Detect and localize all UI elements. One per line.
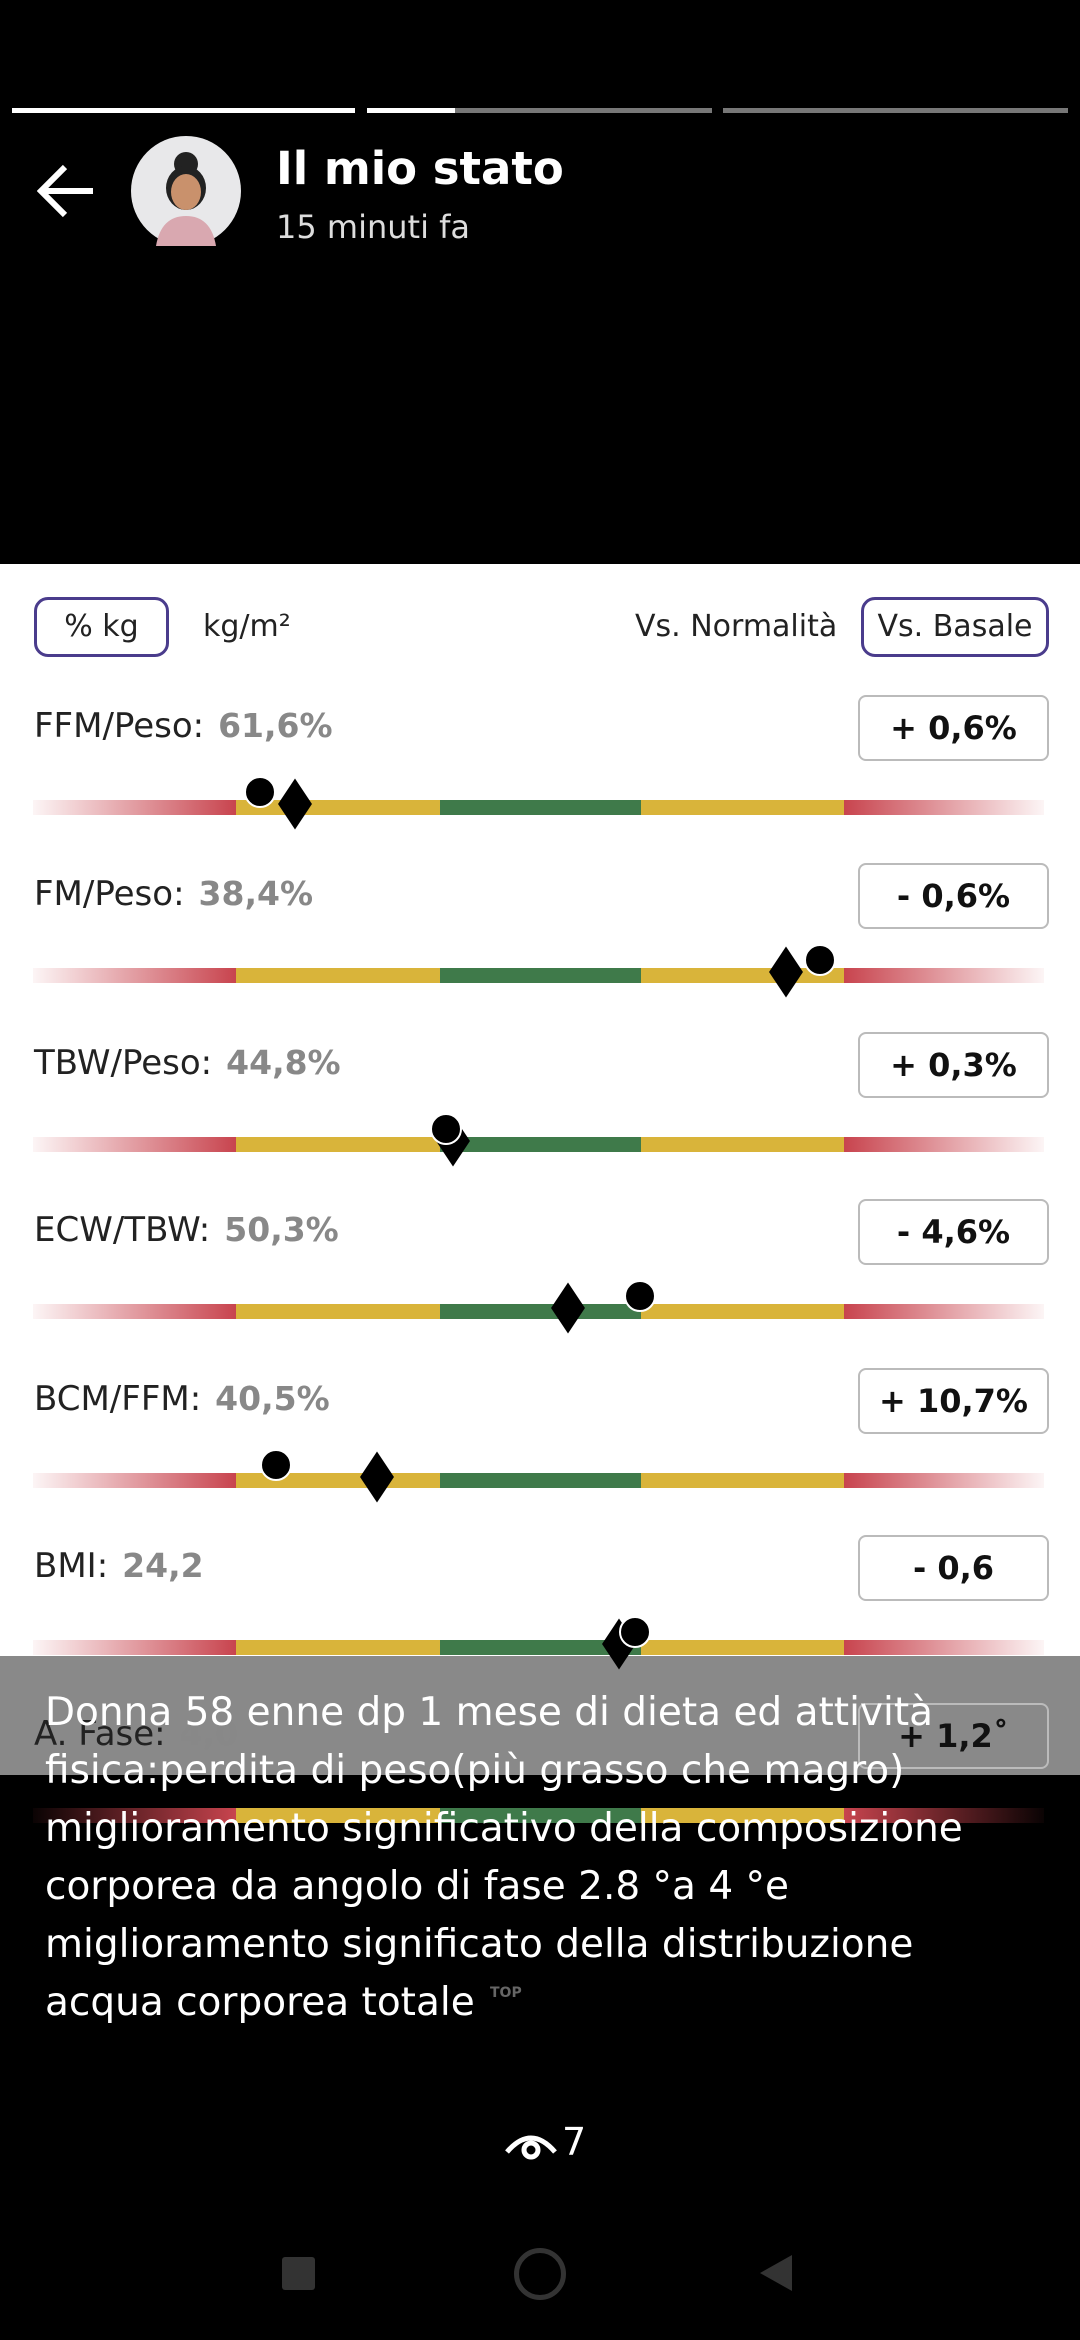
circle-marker xyxy=(260,1449,292,1481)
row-change: + 10,7% xyxy=(858,1368,1049,1434)
row-label: TBW/Peso: xyxy=(34,1043,213,1083)
circle-marker xyxy=(619,1616,651,1648)
caption-line: miglioramento significativo della compos… xyxy=(45,1806,963,1851)
bar-red xyxy=(844,1808,1044,1823)
tab[interactable]: Vs. Basale xyxy=(861,597,1049,657)
bar-green xyxy=(440,1304,641,1319)
nav-recents[interactable] xyxy=(282,2257,315,2290)
bar-yellow xyxy=(641,1640,844,1655)
row-value: 44,8% xyxy=(226,1043,341,1082)
bar-yellow xyxy=(641,1304,844,1319)
status-image xyxy=(0,564,1080,1775)
bar-yellow xyxy=(236,1808,440,1823)
tab[interactable]: Vs. Normalità xyxy=(635,609,838,644)
bar-green xyxy=(440,1808,641,1823)
bar-yellow xyxy=(641,1137,844,1152)
bar-green xyxy=(440,800,641,815)
bar-yellow xyxy=(236,1640,440,1655)
bar-green xyxy=(440,968,641,983)
bar-yellow xyxy=(641,800,844,815)
bar-red xyxy=(844,968,1044,983)
bar-red xyxy=(33,968,236,983)
bar-red xyxy=(33,800,236,815)
row-label: BCM/FFM: xyxy=(34,1379,202,1419)
row-change: + 1,2˚ xyxy=(858,1703,1049,1769)
title: Il mio stato xyxy=(276,142,564,195)
row-change: - 0,6% xyxy=(858,863,1049,929)
circle-marker xyxy=(804,944,836,976)
row-value: 50,3% xyxy=(224,1210,339,1249)
bar-yellow xyxy=(236,1304,440,1319)
row-label: BMI: xyxy=(34,1546,109,1586)
row-label: FFM/Peso: xyxy=(34,706,205,746)
row-value: 4,0 xyxy=(179,1714,239,1753)
caption-line: acqua corporea totale xyxy=(45,1980,475,2025)
row-change: + 0,6% xyxy=(858,695,1049,761)
bar-yellow xyxy=(641,1808,844,1823)
view-count: 7 xyxy=(562,2120,587,2164)
progress-current xyxy=(367,108,712,113)
bar-red xyxy=(844,800,1044,815)
caption-line: fisica:perdita di peso(più grasso che ma… xyxy=(45,1748,905,1793)
bar-green xyxy=(440,1137,641,1152)
row-change: - 0,6 xyxy=(858,1535,1049,1601)
bar-red xyxy=(844,1304,1044,1319)
row-label: ECW/TBW: xyxy=(34,1210,211,1250)
row-value: 61,6% xyxy=(218,706,333,745)
nav-back[interactable] xyxy=(758,2253,794,2293)
bar-red xyxy=(844,1640,1044,1655)
bar-yellow xyxy=(641,1473,844,1488)
progress-done xyxy=(12,108,355,113)
circle-marker xyxy=(624,1280,656,1312)
row-value: 38,4% xyxy=(198,874,314,913)
top-icon[interactable]: TOP xyxy=(490,1985,522,2001)
bar-red xyxy=(844,1137,1044,1152)
bar-red xyxy=(33,1473,236,1488)
progress-next xyxy=(723,108,1068,113)
progress-fill xyxy=(367,108,455,113)
bar-red xyxy=(33,1137,236,1152)
bar-red xyxy=(33,1808,236,1823)
bar-yellow xyxy=(236,968,440,983)
bar-green xyxy=(440,1640,641,1655)
row-value: 24,2 xyxy=(122,1546,204,1585)
row-label: FM/Peso: xyxy=(34,874,185,914)
caption-line: corporea da angolo di fase 2.8 °a 4 °e xyxy=(45,1864,790,1909)
row-change: - 4,6% xyxy=(858,1199,1049,1265)
bar-red xyxy=(33,1304,236,1319)
subtitle: 15 minuti fa xyxy=(276,208,470,246)
avatar[interactable] xyxy=(131,136,241,246)
caption-overlay xyxy=(0,1656,1080,1775)
row-change: + 0,3% xyxy=(858,1032,1049,1098)
bar-green xyxy=(440,1473,641,1488)
tab[interactable]: kg/m² xyxy=(203,609,291,644)
bar-yellow xyxy=(236,1137,440,1152)
caption-line: miglioramento significato della distribu… xyxy=(45,1922,914,1967)
circle-marker xyxy=(430,1113,462,1145)
eye-icon xyxy=(505,2135,557,2160)
back-button[interactable] xyxy=(37,163,97,219)
caption-line: Donna 58 enne dp 1 mese di dieta ed atti… xyxy=(45,1690,934,1735)
circle-marker xyxy=(244,776,276,808)
row-label: A. Fase: xyxy=(34,1714,166,1754)
bar-red xyxy=(844,1473,1044,1488)
bar-red xyxy=(33,1640,236,1655)
nav-home[interactable] xyxy=(514,2248,566,2300)
tab[interactable]: % kg xyxy=(34,597,169,657)
row-value: 40,5% xyxy=(215,1379,330,1418)
